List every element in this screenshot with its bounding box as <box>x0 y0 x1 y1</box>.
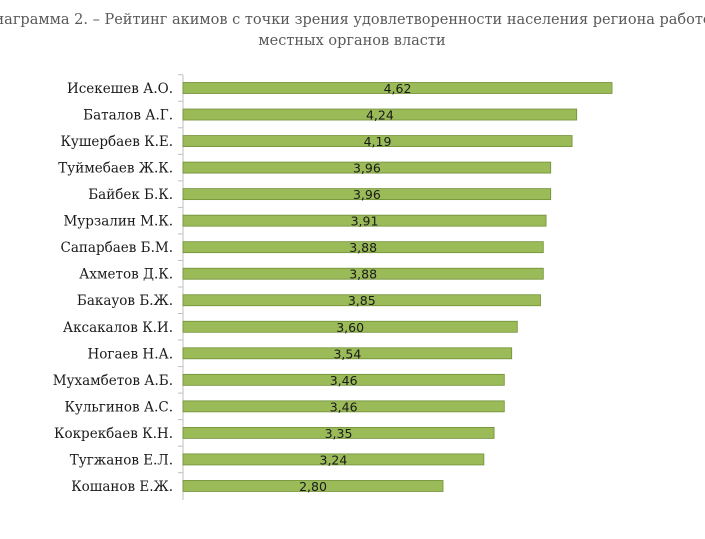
category-label: Мурзалин М.К. <box>63 214 173 230</box>
data-label: 4,19 <box>364 134 392 149</box>
category-label: Кушербаев К.Е. <box>60 134 173 150</box>
data-label: 3,24 <box>320 452 348 467</box>
category-label: Ахметов Д.К. <box>79 267 173 283</box>
data-label: 3,46 <box>330 399 358 414</box>
data-label: 3,96 <box>353 161 381 176</box>
data-label: 3,85 <box>348 293 376 308</box>
data-label: 3,35 <box>325 426 353 441</box>
category-label: Исекешев А.О. <box>67 81 173 97</box>
data-label: 4,62 <box>384 81 412 96</box>
chart-title-line-1: Диаграмма 2. – Рейтинг акимов с точки зр… <box>0 12 705 28</box>
data-label: 4,24 <box>366 108 394 123</box>
bar <box>182 241 544 254</box>
category-label: Сапарбаев Б.М. <box>61 240 173 256</box>
bar <box>182 294 541 307</box>
category-label: Ногаев Н.А. <box>88 346 173 362</box>
bar <box>182 480 444 492</box>
category-label: Баталов А.Г. <box>83 108 173 124</box>
bar <box>182 267 544 280</box>
category-label: Байбек Б.К. <box>88 187 173 203</box>
bar <box>182 426 495 439</box>
category-label: Бакауов Б.Ж. <box>77 293 173 309</box>
category-label: Кокрекбаев К.Н. <box>54 426 173 442</box>
chart-title-line-2: местных органов власти <box>258 33 445 49</box>
bar <box>182 108 578 121</box>
bar <box>182 400 505 413</box>
bar <box>182 373 505 386</box>
bar <box>182 188 552 201</box>
bar <box>182 453 485 466</box>
category-label: Тугжанов Е.Л. <box>70 452 173 468</box>
category-label: Кульгинов А.С. <box>64 399 173 415</box>
bars-group: Исекешев А.О. 4,62 Баталов А.Г. 4,24 Кушерба… <box>53 74 613 495</box>
data-label: 2,80 <box>299 479 327 494</box>
bar <box>182 135 573 147</box>
data-label: 3,91 <box>351 214 379 229</box>
category-label: Аксакалов К.И. <box>63 320 173 336</box>
data-label: 3,88 <box>349 240 377 255</box>
data-label: 3,96 <box>353 187 381 202</box>
bar <box>182 161 552 174</box>
bar <box>182 82 613 94</box>
category-label: Кошанов Е.Ж. <box>71 479 173 495</box>
bar <box>182 347 513 360</box>
data-label: 3,60 <box>336 320 364 335</box>
data-label: 3,54 <box>333 346 361 361</box>
data-label: 3,88 <box>349 267 377 282</box>
bar <box>182 214 547 227</box>
bar <box>182 320 518 333</box>
category-label: Мухамбетов А.Б. <box>53 373 173 389</box>
data-label: 3,46 <box>330 373 358 388</box>
category-label: Туймебаев Ж.К. <box>58 161 173 177</box>
